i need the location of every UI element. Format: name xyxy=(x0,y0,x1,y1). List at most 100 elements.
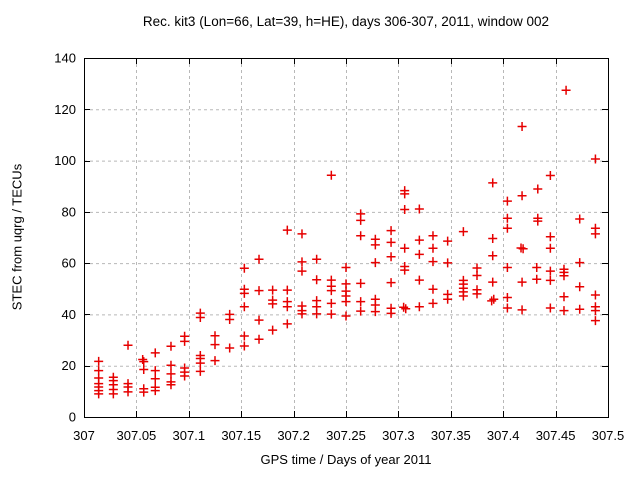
data-point-marker xyxy=(517,121,527,131)
data-point-marker xyxy=(516,243,526,253)
y-tick-label: 40 xyxy=(62,307,76,322)
x-tick-label: 307.45 xyxy=(536,428,576,443)
data-point-marker xyxy=(210,356,220,366)
data-point-marker xyxy=(428,243,438,253)
data-point-marker xyxy=(386,226,396,236)
data-point-marker xyxy=(518,244,528,254)
x-tick-labels: 307 307.05 307.1 307.15 307.2 307.25 307.3 307.… xyxy=(73,428,624,443)
data-point-marker xyxy=(341,297,351,307)
data-point-marker xyxy=(150,386,160,396)
data-point-marker xyxy=(356,297,366,307)
data-point-marker xyxy=(488,277,498,287)
data-point-marker xyxy=(195,313,205,323)
data-point-marker xyxy=(502,213,512,223)
data-point-marker xyxy=(195,358,205,368)
data-point-marker xyxy=(254,315,264,325)
data-point-marker xyxy=(268,299,278,309)
data-point-marker xyxy=(575,304,585,314)
data-point-marker xyxy=(297,309,307,319)
data-point-marker xyxy=(414,275,424,285)
data-point-marker xyxy=(414,302,424,312)
x-axis-label: GPS time / Days of year 2011 xyxy=(260,452,432,467)
data-point-marker xyxy=(386,308,396,318)
data-point-marker xyxy=(399,302,409,312)
data-point-marker xyxy=(166,341,176,351)
data-point-marker xyxy=(370,240,380,250)
data-point-marker xyxy=(312,275,322,285)
data-point-marker xyxy=(326,298,336,308)
data-point-marker xyxy=(428,284,438,294)
data-point-marker xyxy=(254,254,264,264)
data-point-marker xyxy=(575,282,585,292)
y-tick-label: 20 xyxy=(62,358,76,373)
data-point-marker xyxy=(559,292,569,302)
data-point-marker xyxy=(239,302,249,312)
data-point-marker xyxy=(428,257,438,267)
data-point-marker xyxy=(210,340,220,350)
data-point-marker xyxy=(386,237,396,247)
data-point-marker xyxy=(150,374,160,384)
data-point-marker xyxy=(488,234,498,244)
data-point-marker xyxy=(488,251,498,261)
data-point-marker xyxy=(123,340,133,350)
data-point-marker xyxy=(488,178,498,188)
data-point-marker xyxy=(166,380,176,390)
data-point-marker xyxy=(312,309,322,319)
data-point-marker xyxy=(414,235,424,245)
x-tick-label: 307.35 xyxy=(431,428,471,443)
data-point-marker xyxy=(356,231,366,241)
data-point-marker xyxy=(356,306,366,316)
data-point-marker xyxy=(297,257,307,267)
data-point-marker xyxy=(326,170,336,180)
data-point-marker xyxy=(239,263,249,273)
data-point-marker xyxy=(532,274,542,284)
x-tick-label: 307.3 xyxy=(382,428,415,443)
data-point-marker xyxy=(326,286,336,296)
y-tick-label: 80 xyxy=(62,204,76,219)
data-point-marker xyxy=(254,286,264,296)
data-point-marker xyxy=(472,270,482,280)
data-point-marker xyxy=(502,263,512,273)
data-point-marker xyxy=(400,189,410,199)
y-tick-label: 120 xyxy=(54,102,76,117)
y-tick-label: 100 xyxy=(54,153,76,168)
data-point-marker xyxy=(532,263,542,273)
data-point-marker xyxy=(239,341,249,351)
data-point-marker xyxy=(487,296,497,306)
data-point-marker xyxy=(545,266,555,276)
data-point-marker xyxy=(590,316,600,326)
data-point-marker xyxy=(282,302,292,312)
data-point-marker xyxy=(94,356,104,366)
data-points xyxy=(94,85,600,399)
data-point-marker xyxy=(150,366,160,376)
data-point-marker xyxy=(297,266,307,276)
data-point-marker xyxy=(282,319,292,329)
data-point-marker xyxy=(517,191,527,201)
data-point-marker xyxy=(590,154,600,164)
data-point-marker xyxy=(138,355,148,365)
x-tick-label: 307.05 xyxy=(117,428,157,443)
x-tick-label: 307 xyxy=(73,428,95,443)
data-point-marker xyxy=(326,309,336,319)
x-tick-label: 307.25 xyxy=(326,428,366,443)
data-point-marker xyxy=(268,325,278,335)
data-point-marker xyxy=(312,254,322,264)
data-point-marker xyxy=(575,214,585,224)
data-point-marker xyxy=(401,304,411,314)
data-point-marker xyxy=(575,258,585,268)
chart-title: Rec. kit3 (Lon=66, Lat=39, h=HE), days 3… xyxy=(142,14,550,29)
y-tick-label: 0 xyxy=(69,410,76,425)
data-point-marker xyxy=(590,229,600,239)
data-point-marker xyxy=(458,291,468,301)
data-point-marker xyxy=(108,389,118,399)
data-point-marker xyxy=(472,289,482,299)
data-point-marker xyxy=(341,263,351,273)
data-point-marker xyxy=(139,365,149,375)
data-point-marker xyxy=(94,389,104,399)
data-point-marker xyxy=(502,223,512,233)
data-point-marker xyxy=(341,311,351,321)
data-point-marker xyxy=(533,184,543,194)
data-point-marker xyxy=(123,387,133,397)
data-point-marker xyxy=(502,303,512,313)
